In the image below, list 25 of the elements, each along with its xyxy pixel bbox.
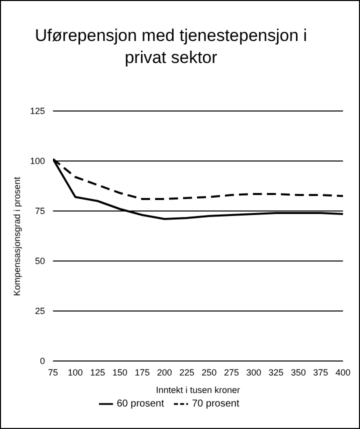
y-tick-label: 25 [34, 306, 45, 316]
x-tick-label: 200 [157, 367, 172, 378]
x-tick-label: 150 [112, 367, 128, 378]
x-tick-label: 75 [48, 367, 58, 378]
y-axis-title: Kompensasjonsgrad i prosent [12, 176, 22, 296]
x-tick-label: 250 [202, 367, 217, 378]
x-tick-label: 300 [246, 367, 262, 378]
x-tick-label: 175 [134, 367, 150, 378]
x-tick-label: 275 [224, 367, 239, 378]
x-tick-label: 100 [68, 367, 83, 378]
y-tick-label: 75 [34, 206, 45, 216]
x-tick-label: 225 [179, 367, 194, 378]
y-tick-label: 0 [40, 356, 45, 366]
chart-title: Uførepensjon med tjenestepensjon i privat sektor [34, 25, 308, 69]
x-axis-title: Inntekt i tusen kroner [156, 385, 240, 395]
y-tick-label: 100 [30, 156, 45, 166]
x-tick-label: 125 [90, 367, 106, 378]
x-tick-label: 375 [313, 367, 328, 378]
legend-label: 60 prosent [116, 398, 164, 410]
y-tick-label: 125 [30, 106, 45, 116]
legend-label: 70 prosent [192, 398, 240, 410]
x-tick-label: 400 [335, 367, 351, 378]
y-tick-label: 50 [34, 256, 45, 266]
x-tick-label: 350 [290, 367, 306, 378]
x-tick-label: 325 [268, 367, 284, 378]
